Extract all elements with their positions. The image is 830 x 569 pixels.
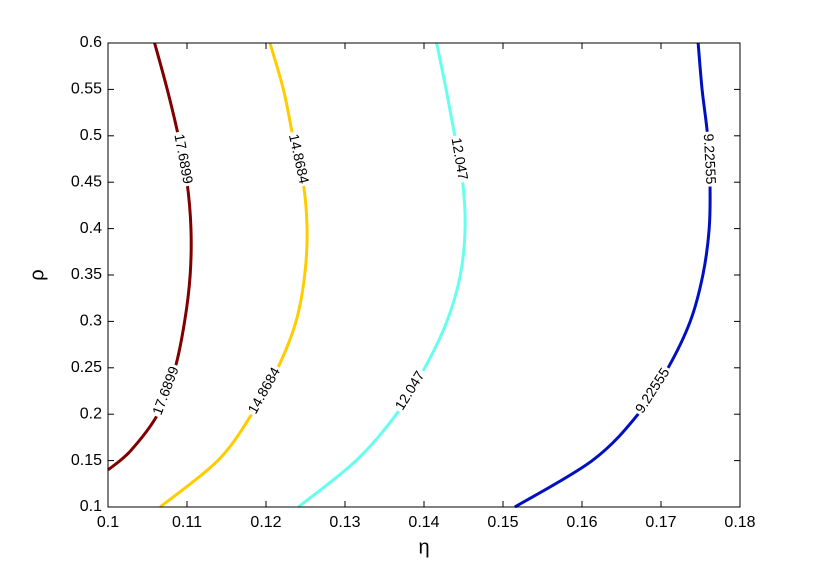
contour-label-bg <box>448 134 472 184</box>
x-tick-label: 0.12 <box>250 514 281 531</box>
y-tick-label: 0.55 <box>71 81 102 98</box>
y-tick-label: 0.45 <box>71 173 102 190</box>
x-tick-label: 0.14 <box>408 514 439 531</box>
x-tick-label: 0.11 <box>172 514 202 531</box>
y-tick-label: 0.25 <box>71 359 102 376</box>
contour-line <box>159 42 309 509</box>
y-tick-label: 0.6 <box>80 34 102 51</box>
x-tick-label: 0.16 <box>566 514 597 531</box>
y-tick-label: 0.5 <box>80 127 102 144</box>
x-axis-title: η <box>418 536 429 558</box>
y-axis-title: ρ <box>26 269 48 280</box>
plot-frame <box>107 42 741 508</box>
x-tick-label: 0.1 <box>97 514 119 531</box>
y-tick-label: 0.4 <box>80 220 102 237</box>
y-tick-label: 0.2 <box>80 405 102 422</box>
contour-label-bg <box>243 362 285 419</box>
contour-line <box>297 42 467 509</box>
contour-label: 9.22555 <box>701 133 720 185</box>
contour-line <box>514 42 712 509</box>
contour-label-group: 12.047 <box>448 134 472 184</box>
contour-label-group: 9.22555 <box>700 131 720 187</box>
contour-line <box>107 42 193 472</box>
contour-label-bg <box>148 361 183 419</box>
contour-label-bg <box>285 130 314 188</box>
x-tick-label: 0.17 <box>645 514 676 531</box>
x-tick-label: 0.15 <box>487 514 518 531</box>
y-tick-label: 0.35 <box>71 266 102 283</box>
contour-label-bg <box>171 130 197 188</box>
contour-label-bg <box>390 366 429 415</box>
x-tick-label: 0.18 <box>724 514 755 531</box>
y-tick-label: 0.1 <box>80 498 102 515</box>
y-tick-label: 0.15 <box>71 452 102 469</box>
x-tick-label: 0.13 <box>329 514 360 531</box>
contour-label-bg <box>700 131 720 187</box>
contour-label: 12.047 <box>449 136 472 181</box>
y-tick-label: 0.3 <box>80 313 102 330</box>
contour-label-bg <box>630 362 674 418</box>
